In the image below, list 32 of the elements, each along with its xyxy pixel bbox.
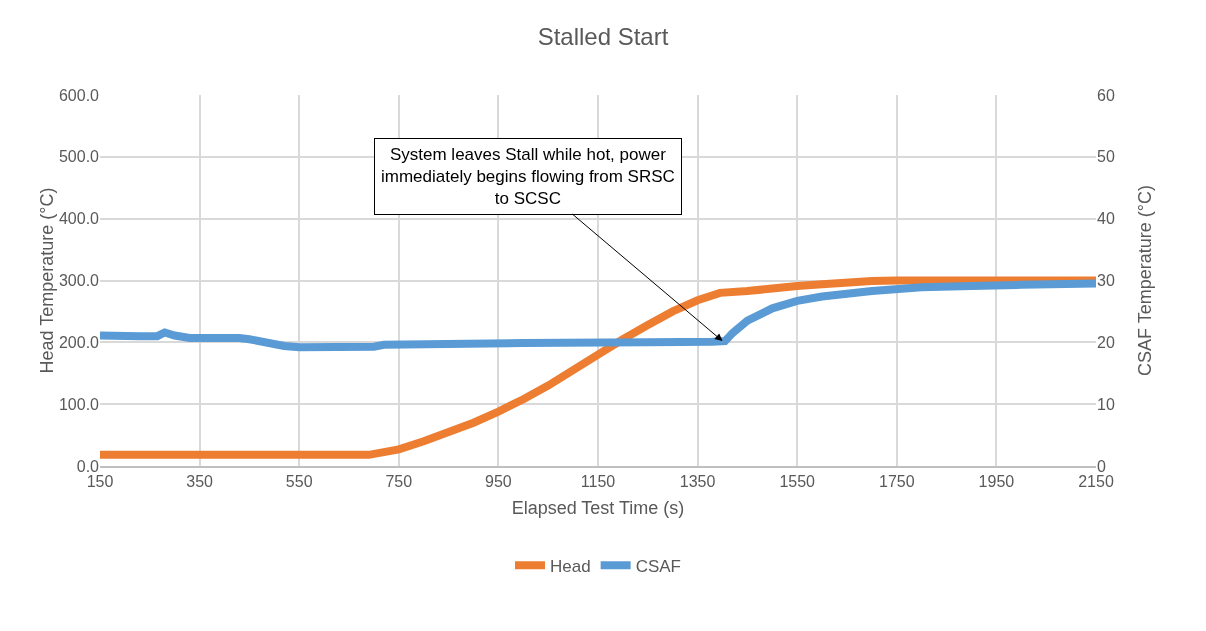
legend-label: Head [550,556,591,576]
annotation: System leaves Stall while hot, power immediately begins flowing from SRSC to SCSC [381,145,675,209]
x-tick-label: 550 [285,473,313,491]
x-axis-title: Elapsed Test Time (s) [511,497,685,518]
x-tick-label: 350 [186,473,214,491]
x-tick-label: 1150 [580,473,616,491]
y2-tick-label: 10 [1097,395,1115,413]
y2-tick-label: 50 [1097,148,1115,166]
x-tick-label: 2150 [1078,473,1114,491]
chart-title: Stalled Start [537,23,669,51]
x-tick-label: 1350 [679,473,716,491]
x-tick-label: 1950 [978,473,1015,491]
x-tick-label: 150 [86,473,114,491]
y-tick-label: 200.0 [58,333,100,351]
y2-tick-label: 30 [1097,272,1115,290]
y-tick-label: 400.0 [58,210,100,228]
legend-label: CSAF [635,556,681,576]
x-tick-label: 1750 [879,473,915,491]
y-tick-label: 600.0 [58,86,100,104]
y2-tick-label: 20 [1097,333,1115,351]
y-tick-label: 100.0 [58,395,100,413]
y-tick-label: 300.0 [58,272,100,290]
y-tick-label: 0.0 [76,457,100,475]
x-tick-label: 1550 [779,473,816,491]
y-tick-label: 500.0 [58,148,100,166]
x-tick-label: 950 [485,473,512,491]
y-axis-title: Head Temperature (°C) [36,187,57,374]
x-tick-label: 750 [385,473,413,491]
y2-tick-label: 60 [1097,86,1115,104]
y2-tick-label: 0 [1097,457,1106,475]
y2-axis-title: CSAF Temperature (°C) [1135,185,1155,376]
y2-tick-label: 40 [1097,210,1115,228]
